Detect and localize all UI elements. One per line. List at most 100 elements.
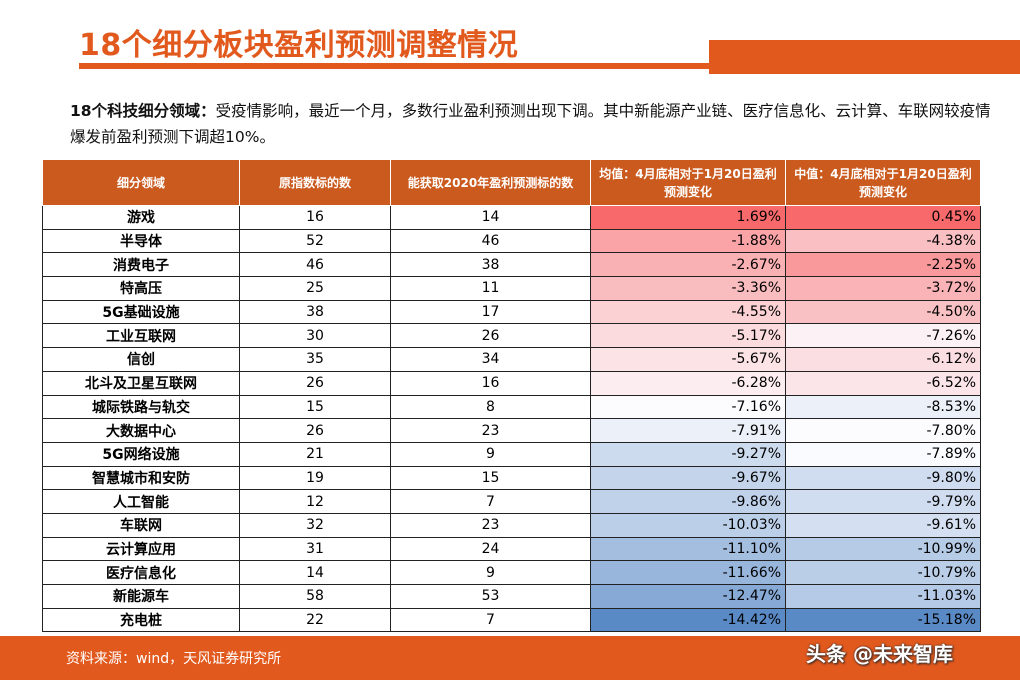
col-header-with-forecast: 能获取2020年盈利预测标的数	[390, 159, 591, 206]
median-change-cell: -3.72%	[785, 276, 981, 301]
col-header-mean-change: 均值：4月底相对于1月20日盈利预测变化	[590, 159, 786, 206]
sector-cell: 北斗及卫星互联网	[42, 370, 240, 396]
intro-body: 受疫情影响，最近一个月，多数行业盈利预测出现下调。其中新能源产业链、医疗信息化、…	[70, 102, 991, 146]
median-change-cell: -2.25%	[785, 252, 981, 278]
total-cell: 30	[239, 323, 391, 349]
with-forecast-cell: 46	[390, 228, 591, 254]
total-cell: 12	[239, 489, 391, 514]
median-change-cell: -6.12%	[785, 347, 981, 372]
with-forecast-cell: 23	[390, 512, 591, 538]
sector-cell: 城际铁路与轨交	[42, 394, 240, 420]
total-cell: 14	[239, 560, 391, 585]
median-change-cell: -4.38%	[785, 228, 981, 254]
total-cell: 26	[239, 418, 391, 443]
sector-cell: 信创	[42, 347, 240, 372]
sector-cell: 车联网	[42, 512, 240, 538]
with-forecast-cell: 9	[390, 560, 591, 585]
median-change-cell: -7.26%	[785, 323, 981, 349]
mean-change-cell: -5.17%	[590, 323, 786, 349]
total-cell: 38	[239, 299, 391, 325]
mean-change-cell: -5.67%	[590, 347, 786, 372]
total-cell: 22	[239, 607, 391, 633]
mean-change-cell: -1.88%	[590, 228, 786, 254]
col-header-sector: 细分领域	[42, 159, 240, 206]
median-change-cell: -15.18%	[785, 607, 981, 633]
sector-cell: 充电桩	[42, 607, 240, 633]
median-change-cell: -8.53%	[785, 394, 981, 420]
with-forecast-cell: 9	[390, 441, 591, 467]
sector-cell: 云计算应用	[42, 536, 240, 562]
with-forecast-cell: 15	[390, 465, 591, 491]
title-underline	[79, 63, 709, 69]
title-accent-block	[709, 40, 1020, 74]
with-forecast-cell: 7	[390, 607, 591, 633]
median-change-cell: -9.61%	[785, 512, 981, 538]
intro-lead: 18个科技细分领域：	[70, 102, 216, 120]
table-row: 车联网 32 23 -10.03% -9.61%	[42, 512, 981, 538]
table-row: 信创 35 34 -5.67% -6.12%	[42, 347, 981, 372]
table-row: 人工智能 12 7 -9.86% -9.79%	[42, 489, 981, 514]
table-row: 工业互联网 30 26 -5.17% -7.26%	[42, 323, 981, 349]
table-row: 智慧城市和安防 19 15 -9.67% -9.80%	[42, 465, 981, 491]
mean-change-cell: -4.55%	[590, 299, 786, 325]
col-header-median-change: 中值：4月底相对于1月20日盈利预测变化	[785, 159, 981, 206]
mean-change-cell: -3.36%	[590, 276, 786, 301]
mean-change-cell: -7.91%	[590, 418, 786, 443]
median-change-cell: -10.99%	[785, 536, 981, 562]
table-row: 游戏 16 14 1.69% 0.45%	[42, 205, 981, 230]
sector-cell: 大数据中心	[42, 418, 240, 443]
mean-change-cell: -10.03%	[590, 512, 786, 538]
median-change-cell: -7.80%	[785, 418, 981, 443]
sector-cell: 工业互联网	[42, 323, 240, 349]
median-change-cell: -9.80%	[785, 465, 981, 491]
with-forecast-cell: 53	[390, 584, 591, 609]
mean-change-cell: -14.42%	[590, 607, 786, 633]
sector-cell: 游戏	[42, 205, 240, 230]
total-cell: 21	[239, 441, 391, 467]
sector-cell: 消费电子	[42, 252, 240, 278]
page-title: 18个细分板块盈利预测调整情况	[79, 28, 519, 63]
col-header-total: 原指数标的数	[239, 159, 391, 206]
watermark: 头条 @未来智库	[806, 642, 953, 666]
table-row: 大数据中心 26 23 -7.91% -7.80%	[42, 418, 981, 443]
with-forecast-cell: 38	[390, 252, 591, 278]
total-cell: 52	[239, 228, 391, 254]
with-forecast-cell: 17	[390, 299, 591, 325]
sector-cell: 智慧城市和安防	[42, 465, 240, 491]
title-bar: 18个细分板块盈利预测调整情况	[0, 0, 1020, 80]
mean-change-cell: -2.67%	[590, 252, 786, 278]
sector-cell: 5G网络设施	[42, 441, 240, 467]
table-row: 5G基础设施 38 17 -4.55% -4.50%	[42, 299, 981, 325]
with-forecast-cell: 24	[390, 536, 591, 562]
with-forecast-cell: 11	[390, 276, 591, 301]
total-cell: 58	[239, 584, 391, 609]
sector-cell: 新能源车	[42, 584, 240, 609]
mean-change-cell: 1.69%	[590, 205, 786, 230]
total-cell: 19	[239, 465, 391, 491]
mean-change-cell: -9.67%	[590, 465, 786, 491]
total-cell: 15	[239, 394, 391, 420]
median-change-cell: -4.50%	[785, 299, 981, 325]
source-note: 资料来源：wind，天风证券研究所	[66, 651, 282, 667]
median-change-cell: -9.79%	[785, 489, 981, 514]
with-forecast-cell: 8	[390, 394, 591, 420]
mean-change-cell: -6.28%	[590, 370, 786, 396]
table-row: 北斗及卫星互联网 26 16 -6.28% -6.52%	[42, 370, 981, 396]
intro-paragraph: 18个科技细分领域：受疫情影响，最近一个月，多数行业盈利预测出现下调。其中新能源…	[70, 98, 1000, 150]
mean-change-cell: -9.27%	[590, 441, 786, 467]
median-change-cell: -6.52%	[785, 370, 981, 396]
with-forecast-cell: 7	[390, 489, 591, 514]
total-cell: 46	[239, 252, 391, 278]
table-row: 城际铁路与轨交 15 8 -7.16% -8.53%	[42, 394, 981, 420]
total-cell: 26	[239, 370, 391, 396]
median-change-cell: -7.89%	[785, 441, 981, 467]
footer-bar	[0, 636, 1020, 680]
total-cell: 31	[239, 536, 391, 562]
table-row: 半导体 52 46 -1.88% -4.38%	[42, 228, 981, 254]
with-forecast-cell: 14	[390, 205, 591, 230]
mean-change-cell: -11.10%	[590, 536, 786, 562]
table-row: 消费电子 46 38 -2.67% -2.25%	[42, 252, 981, 278]
sector-cell: 特高压	[42, 276, 240, 301]
with-forecast-cell: 34	[390, 347, 591, 372]
table-row: 特高压 25 11 -3.36% -3.72%	[42, 276, 981, 301]
